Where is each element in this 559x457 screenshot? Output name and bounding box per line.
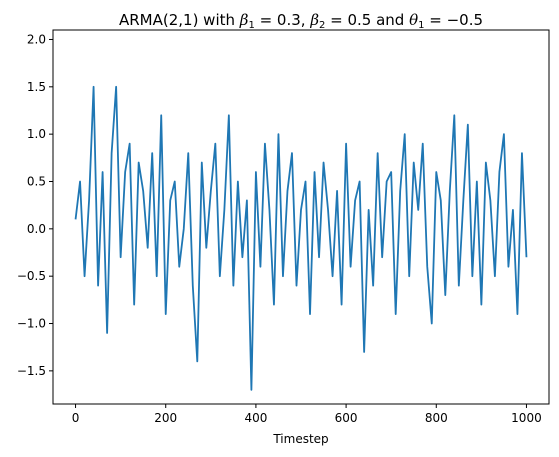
y-tick-label: −1.5	[17, 364, 46, 378]
title-beta-2-value: = 0.5 and	[325, 11, 409, 29]
x-tick-label: 400	[244, 411, 267, 425]
series-line-0	[74, 85, 528, 391]
x-tick-label: 1000	[511, 411, 542, 425]
x-axis: 0 200 400 600 800 1000	[72, 404, 542, 425]
y-tick-label: 0.5	[27, 174, 46, 188]
y-tick-label: −1.0	[17, 317, 46, 331]
plot-frame	[52, 29, 550, 405]
y-tick-label: 1.0	[27, 127, 46, 141]
title-theta-1: θ	[409, 11, 418, 29]
y-tick-label: 0.0	[27, 222, 46, 236]
title-prefix: ARMA(2,1) with	[119, 11, 240, 29]
title-beta-2-sub: 2	[319, 20, 325, 31]
title-beta-1-value: = 0.3,	[255, 11, 311, 29]
y-tick-label: 1.5	[27, 80, 46, 94]
title-theta-1-sub: 1	[418, 20, 424, 31]
title-theta-1-value: = −0.5	[425, 11, 484, 29]
chart-title: ARMA(2,1) with β1 = 0.3, β2 = 0.5 and θ1…	[119, 11, 483, 31]
y-tick-label: 2.0	[27, 32, 46, 46]
y-tick-label: −0.5	[17, 269, 46, 283]
x-tick-label: 0	[72, 411, 80, 425]
title-beta-1: β	[239, 11, 249, 29]
x-tick-label: 600	[335, 411, 358, 425]
x-tick-label: 800	[425, 411, 448, 425]
title-beta-1-sub: 1	[248, 20, 254, 31]
y-axis: −1.5 −1.0 −0.5 0.0 0.5 1.0 1.5 2.0	[17, 32, 53, 378]
x-tick-label: 200	[154, 411, 177, 425]
plot-area	[74, 85, 528, 391]
title-beta-2: β	[309, 11, 319, 29]
x-axis-label: Timestep	[272, 432, 328, 446]
